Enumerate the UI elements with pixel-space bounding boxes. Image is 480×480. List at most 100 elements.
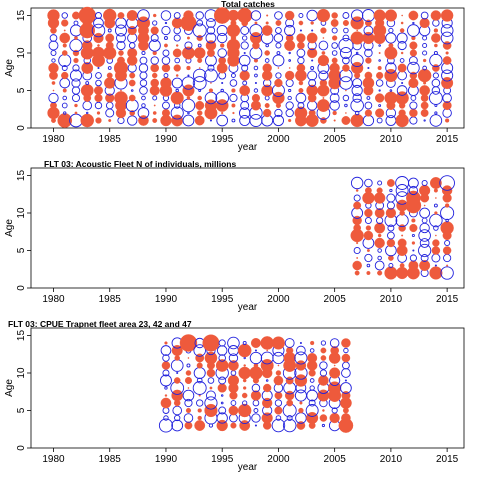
negative-residual-bubble xyxy=(399,58,405,63)
positive-residual-bubble xyxy=(433,28,439,33)
negative-residual-bubble xyxy=(299,341,302,345)
y-tick-label: 5 xyxy=(16,407,27,413)
negative-residual-bubble xyxy=(205,390,216,401)
x-tick-label: 1990 xyxy=(155,294,178,305)
positive-residual-bubble xyxy=(237,403,252,418)
x-tick-label: 1995 xyxy=(211,454,234,465)
negative-residual-bubble xyxy=(71,93,81,103)
positive-residual-bubble xyxy=(374,208,385,218)
positive-residual-bubble xyxy=(261,84,274,97)
negative-residual-bubble xyxy=(433,51,438,55)
negative-residual-bubble xyxy=(175,88,179,93)
negative-residual-bubble xyxy=(364,178,373,188)
negative-residual-bubble xyxy=(320,340,327,346)
negative-residual-bubble xyxy=(141,103,146,108)
positive-residual-bubble xyxy=(62,88,67,93)
positive-residual-bubble xyxy=(228,405,239,416)
negative-residual-bubble xyxy=(164,21,168,25)
negative-residual-bubble xyxy=(377,248,382,253)
negative-residual-bubble xyxy=(401,81,404,85)
negative-residual-bubble xyxy=(182,114,195,127)
x-tick-label: 2005 xyxy=(324,454,347,465)
positive-residual-bubble xyxy=(97,44,100,47)
x-tick-label: 2000 xyxy=(267,134,290,145)
positive-residual-bubble xyxy=(320,27,327,34)
negative-residual-bubble xyxy=(242,35,248,41)
positive-residual-bubble xyxy=(216,62,228,74)
positive-residual-bubble xyxy=(108,118,112,123)
positive-residual-bubble xyxy=(440,221,454,235)
negative-residual-bubble xyxy=(71,78,81,88)
positive-residual-bubble xyxy=(219,43,225,48)
positive-residual-bubble xyxy=(294,374,308,387)
positive-residual-bubble xyxy=(296,421,306,430)
positive-residual-bubble xyxy=(429,177,442,189)
negative-residual-bubble xyxy=(229,93,238,103)
positive-residual-bubble xyxy=(205,40,217,51)
negative-residual-bubble xyxy=(410,95,417,101)
positive-residual-bubble xyxy=(50,102,57,109)
negative-residual-bubble xyxy=(217,32,228,44)
negative-residual-bubble xyxy=(366,96,371,100)
negative-residual-bubble xyxy=(432,19,440,27)
positive-residual-bubble xyxy=(388,43,394,48)
negative-residual-bubble xyxy=(311,59,314,62)
negative-residual-bubble xyxy=(411,233,415,238)
positive-residual-bubble xyxy=(250,338,261,348)
negative-residual-bubble xyxy=(350,98,364,113)
positive-residual-bubble xyxy=(187,357,190,359)
negative-residual-bubble xyxy=(265,43,269,48)
positive-residual-bubble xyxy=(363,230,374,241)
negative-residual-bubble xyxy=(407,24,420,37)
x-tick-label: 1990 xyxy=(155,134,178,145)
negative-residual-bubble xyxy=(184,41,193,50)
negative-residual-bubble xyxy=(352,78,363,88)
positive-residual-bubble xyxy=(409,223,418,233)
positive-residual-bubble xyxy=(202,334,220,352)
positive-residual-bubble xyxy=(273,375,284,386)
negative-residual-bubble xyxy=(254,73,258,78)
positive-residual-bubble xyxy=(419,85,430,96)
positive-residual-bubble xyxy=(288,67,291,69)
negative-residual-bubble xyxy=(350,54,364,67)
negative-residual-bubble xyxy=(353,246,361,255)
negative-residual-bubble xyxy=(97,66,100,70)
negative-residual-bubble xyxy=(116,40,126,51)
negative-residual-bubble xyxy=(378,44,381,47)
negative-residual-bubble xyxy=(95,79,102,87)
negative-residual-bubble xyxy=(338,37,354,54)
negative-residual-bubble xyxy=(329,93,340,103)
positive-residual-bubble xyxy=(400,21,404,25)
positive-residual-bubble xyxy=(195,100,205,111)
positive-residual-bubble xyxy=(184,376,192,385)
negative-residual-bubble xyxy=(275,415,282,421)
positive-residual-bubble xyxy=(353,224,361,232)
negative-residual-bubble xyxy=(308,399,316,407)
negative-residual-bubble xyxy=(318,40,329,51)
positive-residual-bubble xyxy=(47,9,60,22)
positive-residual-bubble xyxy=(400,51,404,55)
positive-residual-bubble xyxy=(373,192,386,204)
negative-residual-bubble xyxy=(107,28,112,33)
positive-residual-bubble xyxy=(118,50,124,56)
positive-residual-bubble xyxy=(217,383,227,393)
negative-residual-bubble xyxy=(218,376,227,385)
negative-residual-bubble xyxy=(342,361,350,370)
positive-residual-bubble xyxy=(51,81,56,85)
negative-residual-bubble xyxy=(418,229,431,242)
negative-residual-bubble xyxy=(127,115,138,126)
positive-residual-bubble xyxy=(232,111,235,115)
positive-residual-bubble xyxy=(174,355,180,361)
positive-residual-bubble xyxy=(78,6,96,25)
negative-residual-bubble xyxy=(162,101,170,110)
negative-residual-bubble xyxy=(192,23,207,38)
positive-residual-bubble xyxy=(440,9,454,22)
positive-residual-bubble xyxy=(288,118,292,123)
positive-residual-bubble xyxy=(197,58,203,63)
positive-residual-bubble xyxy=(238,366,251,380)
positive-residual-bubble xyxy=(218,56,227,65)
negative-residual-bubble xyxy=(220,394,224,397)
positive-residual-bubble xyxy=(186,96,191,100)
negative-residual-bubble xyxy=(366,263,371,268)
